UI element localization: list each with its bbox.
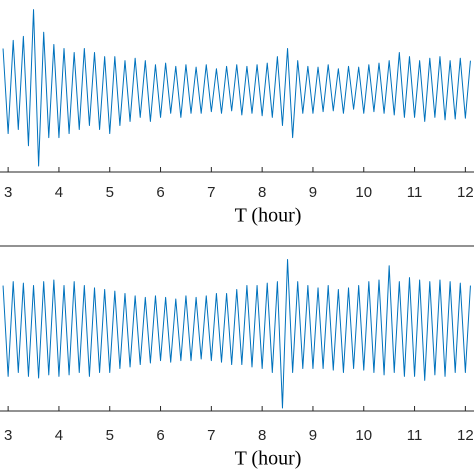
panel: 3 4 5 6 7 8 9 10 11 12 T (hour) [0,9,474,227]
x-tick-label: 6 [156,427,164,444]
x-tick-label: 8 [258,184,266,201]
x-tick-label: 12 [457,184,474,201]
panel: 3 4 5 6 7 8 9 10 11 12 T (hour) [0,245,474,470]
x-tick-label: 12 [457,427,474,444]
x-tick-label: 4 [55,184,63,201]
x-tick-label: 8 [258,427,266,444]
x-tick-label: 7 [207,184,215,201]
x-tick-label: 11 [407,184,423,201]
x-tick-label: 7 [207,427,215,444]
x-axis-title: T (hour) [235,205,302,227]
x-tick-label: 5 [106,184,114,201]
x-tick-label: 9 [309,184,317,201]
x-tick-label: 10 [355,427,372,444]
signal-line [2,9,471,167]
x-axis-title: T (hour) [235,448,302,470]
signal-line [2,258,471,409]
x-tick-label: 9 [309,427,317,444]
x-tick-label: 6 [156,184,164,201]
x-tick-label: 3 [4,427,12,444]
x-tick-label: 11 [407,427,423,444]
x-tick-label: 4 [55,427,63,444]
x-tick-label: 3 [4,184,12,201]
x-tick-label: 5 [106,427,114,444]
x-tick-label: 10 [355,184,372,201]
